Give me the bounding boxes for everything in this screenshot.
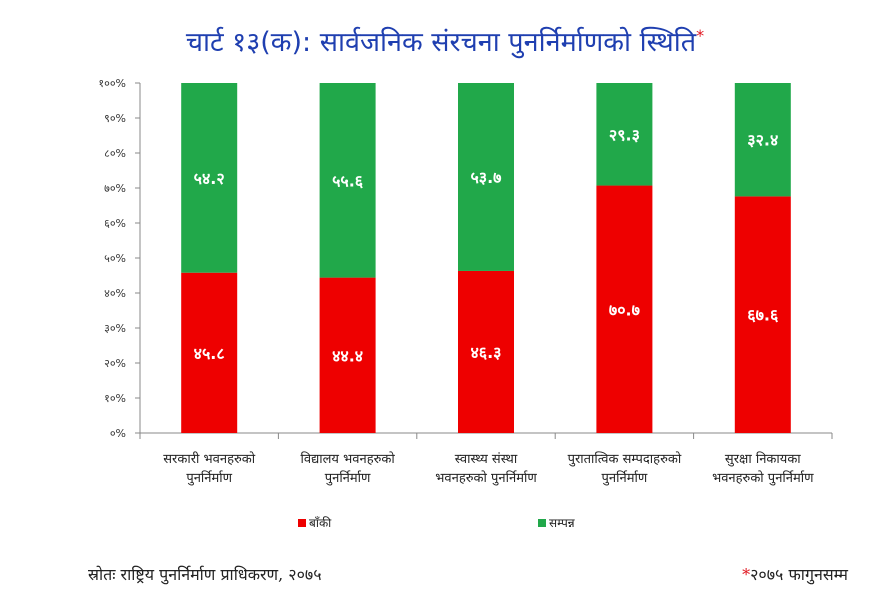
bar-segment (596, 83, 653, 186)
x-tick-label: विद्यालय भवनहरुको (300, 451, 395, 467)
data-label: ४६.३ (470, 343, 501, 362)
x-tick-label: पुनर्निर्माण (186, 470, 232, 486)
bar-segment (319, 83, 376, 278)
footnote-text: २०७५ फागुनसम्म (750, 565, 848, 584)
y-tick-label: ५०% (104, 252, 126, 265)
bar-segment (458, 83, 514, 271)
y-tick-label: ७०% (104, 182, 126, 195)
y-tick-label: ३०% (104, 322, 126, 335)
legend-label: सम्पन्न (549, 516, 576, 530)
bar-segment (458, 270, 514, 433)
bar-segment (734, 196, 791, 433)
legend-label: बाँकी (309, 516, 332, 530)
x-tick-label: भवनहरुको पुनर्निर्माण (435, 470, 537, 486)
x-tick-label: सुरक्षा निकायका (725, 451, 801, 467)
legend-swatch (538, 519, 546, 527)
bar-segment (319, 277, 376, 433)
chart-title-text: चार्ट १३(क): सार्वजनिक संरचना पुनर्निर्म… (185, 27, 697, 58)
footnote: *२०७५ फागुनसम्म (742, 563, 848, 585)
bar-segment (181, 272, 238, 433)
y-tick-label: २०% (104, 357, 126, 370)
data-label: ४४.४ (332, 346, 363, 365)
y-tick-label: ०% (110, 427, 126, 440)
x-tick-label: पुरातात्विक सम्पदाहरुको (568, 451, 682, 467)
data-label: २९.३ (609, 125, 640, 144)
y-tick-label: ६०% (104, 217, 126, 230)
y-tick-label: ४०% (104, 287, 126, 300)
y-tick-label: ८०% (104, 147, 126, 160)
x-tick-label: पुनर्निर्माण (325, 470, 371, 486)
legend-swatch (298, 519, 306, 527)
data-label: ३२.४ (747, 131, 778, 150)
bar-segment (181, 83, 238, 273)
data-label: ५३.७ (470, 168, 501, 187)
data-label: ७०.७ (609, 300, 640, 319)
y-tick-label: १००% (98, 77, 126, 90)
bar-segment (734, 83, 791, 197)
data-label: ४५.८ (194, 344, 225, 363)
bar-segment (596, 185, 653, 433)
data-label: ६७.६ (747, 306, 779, 325)
x-tick-label: स्वास्थ्य संस्था (455, 452, 518, 467)
data-label: ५५.६ (332, 171, 364, 190)
y-tick-label: १०% (104, 392, 126, 405)
footnote-marker: * (742, 565, 751, 584)
x-tick-label: सरकारी भवनहरुको (163, 451, 256, 467)
x-tick-label: पुनर्निर्माण (602, 470, 648, 486)
chart-title: चार्ट १३(क): सार्वजनिक संरचना पुनर्निर्म… (0, 22, 890, 59)
y-tick-label: ९०% (104, 112, 126, 125)
x-tick-label: भवनहरुको पुनर्निर्माण (712, 470, 814, 486)
source-text: स्रोतः राष्ट्रिय पुनर्निर्माण प्राधिकरण,… (88, 565, 322, 584)
title-marker: * (696, 26, 705, 45)
data-label: ५४.२ (194, 169, 225, 188)
